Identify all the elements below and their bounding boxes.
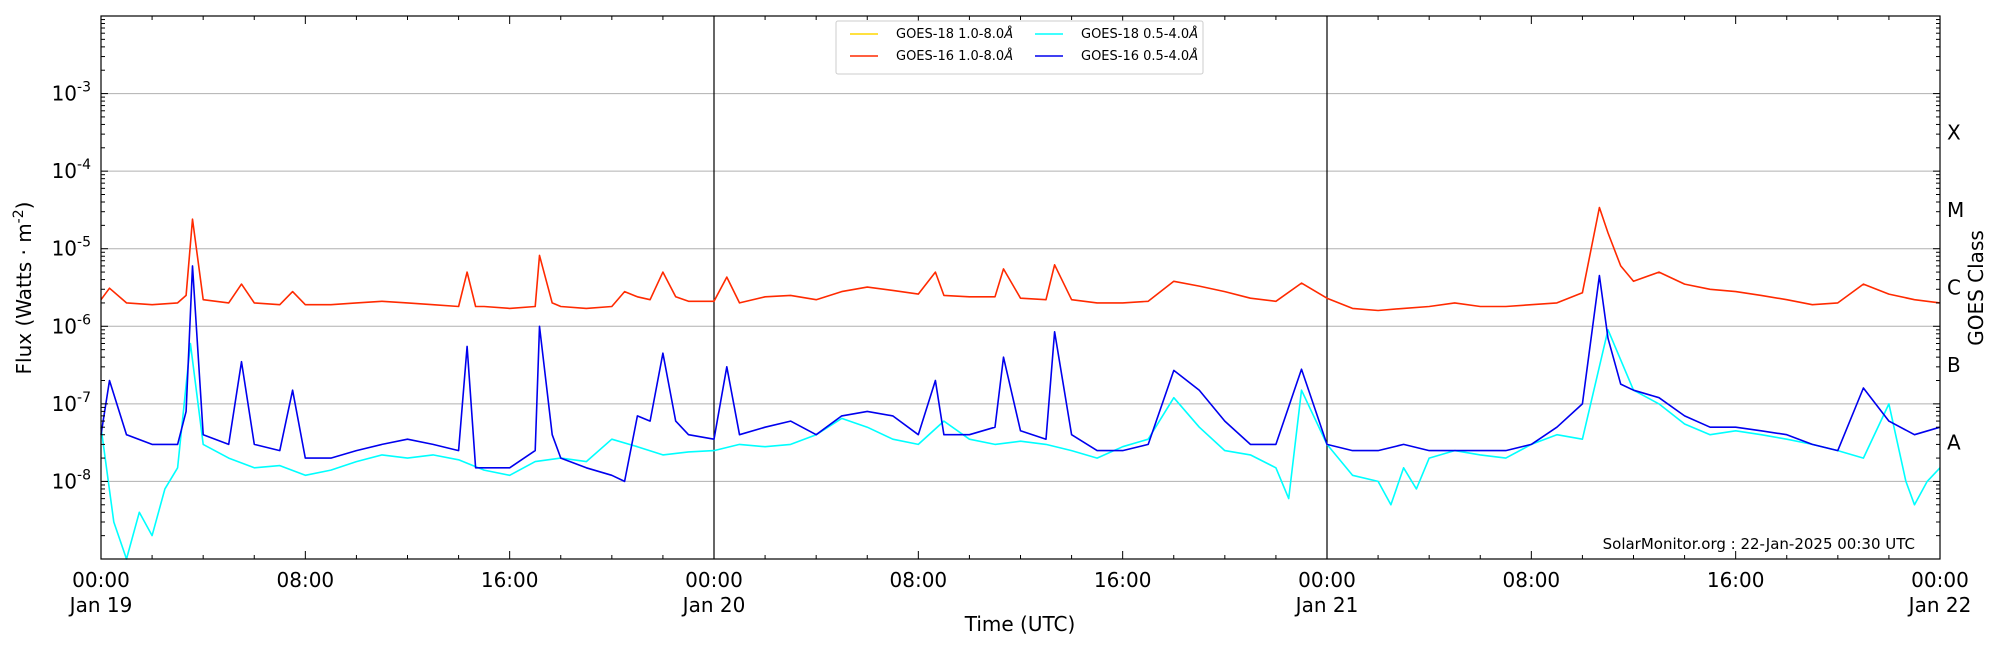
x-tick-time-7: 08:00 [1503,568,1561,592]
x-tick-time-0: 00:00 [72,568,130,592]
x-tick-date-0: Jan 19 [68,593,133,617]
x-tick-date-3: Jan 20 [681,593,746,617]
x-tick-date-6: Jan 21 [1294,593,1359,617]
y-tick-label-0: 10-8 [52,467,91,493]
legend-frame [835,20,1204,75]
x-tick-time-3: 00:00 [685,568,743,592]
series-line-3 [100,265,1941,483]
x-tick-time-1: 08:00 [277,568,335,592]
series-line-1 [100,206,1941,312]
x-tick-date-9: Jan 22 [1907,593,1972,617]
y-ticks: 10-8 10-7 10-6 10-5 10-4 10-3 [52,19,1940,560]
goes-class-C: C [1947,276,1961,300]
y-tick-label-5: 10-3 [52,80,91,106]
goes-class-M: M [1947,198,1964,222]
x-tick-time-2: 16:00 [481,568,539,592]
goes-class-labels: A B C M X [1947,120,1964,454]
legend-label-0: GOES-18 1.0-8.0Å [896,26,1013,42]
x-axis-title: Time (UTC) [964,612,1076,636]
day-boundary-lines [713,16,1328,559]
series-layer [100,206,1941,560]
x-tick-time-9: 00:00 [1911,568,1969,592]
goes-class-B: B [1947,353,1961,377]
legend: GOES-18 1.0-8.0Å GOES-16 1.0-8.0Å GOES-18 … [835,20,1204,75]
y2-axis-title: GOES Class [1964,230,1988,346]
goes-class-A: A [1947,431,1961,455]
x-tick-time-6: 00:00 [1298,568,1356,592]
y-tick-label-1: 10-7 [52,390,91,416]
legend-label-1: GOES-16 1.0-8.0Å [896,48,1013,64]
y-axis-title: Flux (Watts · m-2) [11,202,36,375]
y-tick-label-3: 10-5 [52,235,91,261]
x-tick-time-4: 08:00 [890,568,948,592]
x-tick-time-5: 16:00 [1094,568,1152,592]
goes-class-X: X [1947,120,1961,144]
legend-label-2: GOES-18 0.5-4.0Å [1081,26,1198,42]
plot-area-background [101,16,1940,559]
y-tick-label-4: 10-4 [52,157,92,183]
x-tick-time-8: 16:00 [1707,568,1765,592]
y-tick-label-2: 10-6 [52,312,92,338]
gridlines [101,93,1940,482]
legend-label-3: GOES-16 0.5-4.0Å [1081,48,1198,64]
series-line-2 [100,328,1941,560]
credit-text: SolarMonitor.org : 22-Jan-2025 00:30 UTC [1603,535,1915,553]
